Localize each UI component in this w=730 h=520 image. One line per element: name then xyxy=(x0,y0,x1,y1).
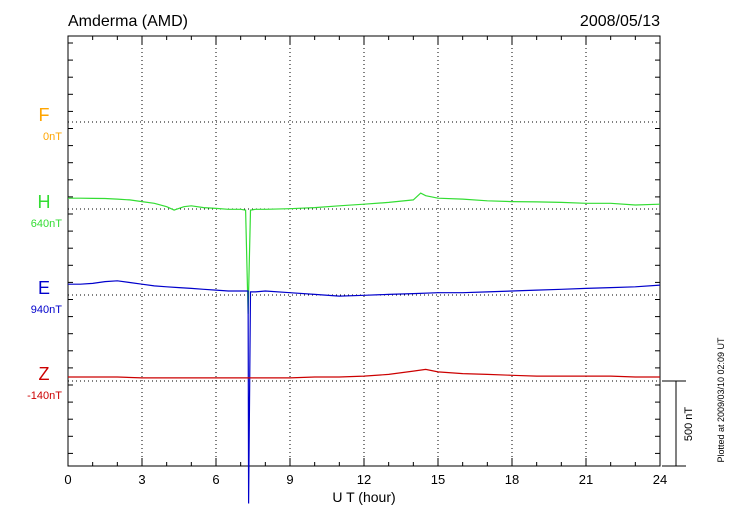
scale-bar-label: 500 nT xyxy=(683,407,695,442)
x-tick-label: 24 xyxy=(653,472,667,487)
plotted-note: Plotted at 2009/03/10 02:09 UT xyxy=(716,337,726,463)
channel-labels: F 0nT H 640nT E 940nT Z -140nT xyxy=(27,105,62,402)
chart-date: 2008/05/13 xyxy=(580,13,660,30)
axis-ticks xyxy=(67,36,661,466)
grid-lines xyxy=(68,36,660,466)
x-axis-label: U T (hour) xyxy=(332,489,395,505)
channel-name: H xyxy=(38,192,51,212)
x-tick-label: 0 xyxy=(64,472,71,487)
series-lines xyxy=(68,192,661,504)
channel-baseline: 0nT xyxy=(43,131,62,143)
channel-name: F xyxy=(39,105,50,125)
x-tick-label: 15 xyxy=(431,472,445,487)
channel-baseline: -140nT xyxy=(27,390,62,402)
channel-baseline: 640nT xyxy=(31,218,62,230)
channel-name: Z xyxy=(39,364,50,384)
channel-name: E xyxy=(38,278,50,298)
x-tick-label: 18 xyxy=(505,472,519,487)
chart-title: Amderma (AMD) xyxy=(68,13,188,30)
series-line-z xyxy=(68,368,660,379)
scale-bar xyxy=(662,380,686,467)
x-tick-labels: 0 3 6 9 12 15 18 21 24 xyxy=(64,472,667,487)
x-tick-label: 3 xyxy=(138,472,145,487)
x-tick-label: 12 xyxy=(357,472,371,487)
x-tick-label: 21 xyxy=(579,472,593,487)
x-tick-label: 6 xyxy=(212,472,219,487)
series-line-e xyxy=(68,280,661,504)
channel-baseline: 940nT xyxy=(31,304,62,316)
x-tick-label: 9 xyxy=(286,472,293,487)
series-line-h xyxy=(68,192,661,314)
